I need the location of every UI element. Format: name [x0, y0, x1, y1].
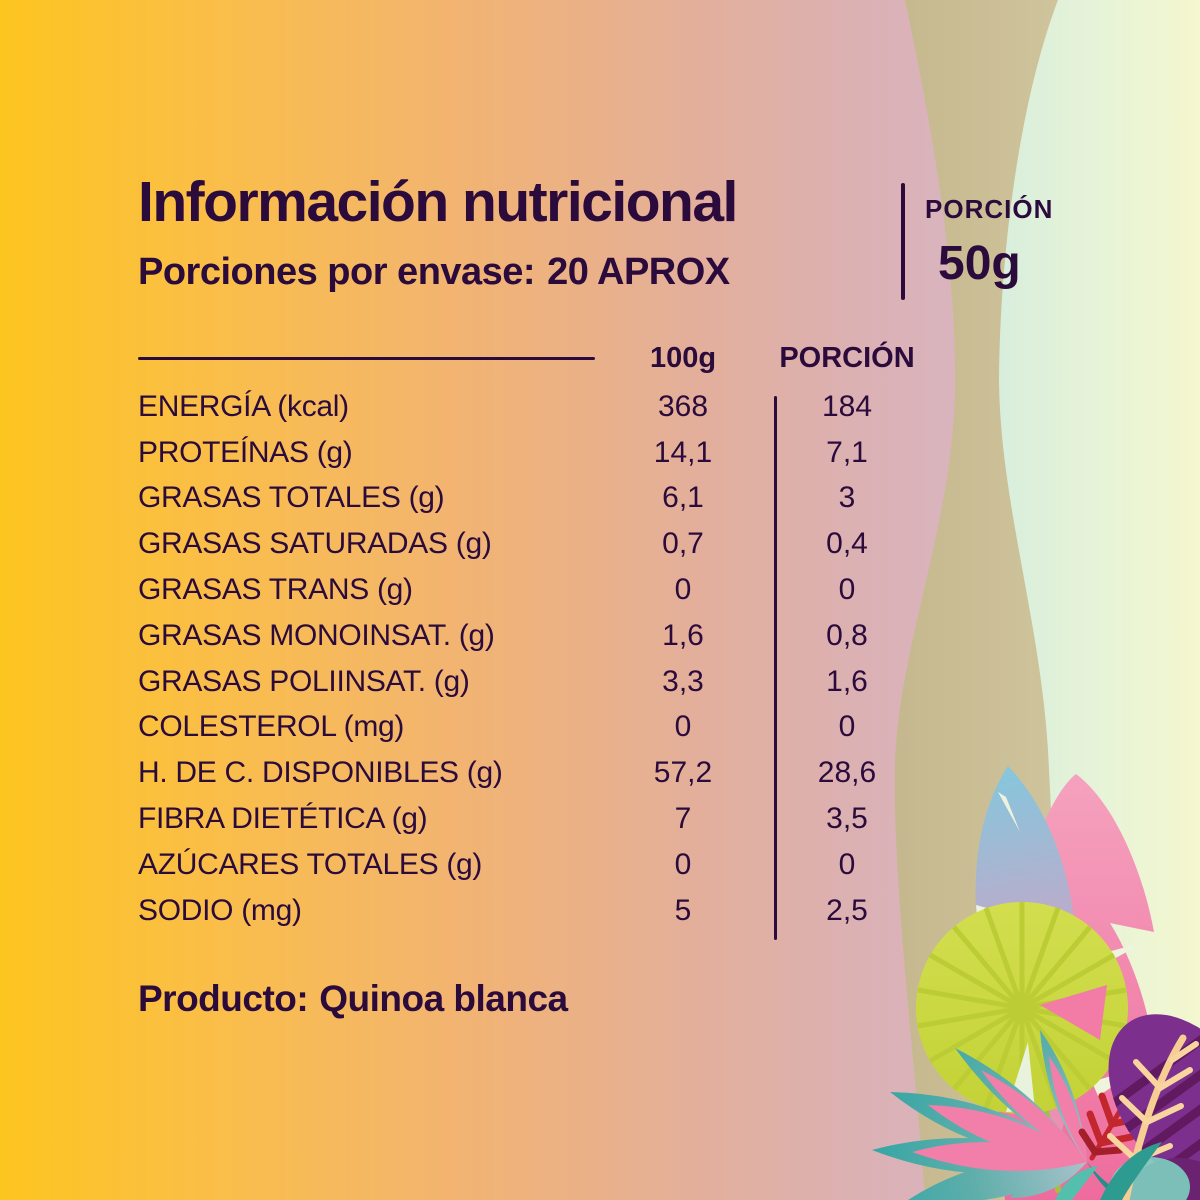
row-value-100g: 6,1: [662, 481, 704, 515]
row-value-100g: 5: [674, 893, 692, 927]
mint-wave-panel: [999, 0, 1200, 1200]
table-row: H. DE C. DISPONIBLES (g) 57,2 28,6: [138, 750, 928, 796]
row-label: AZÚCARES TOTALES (g): [138, 847, 483, 881]
header-rule: [138, 356, 595, 360]
row-label: GRASAS TRANS (g): [138, 573, 413, 607]
table-row: PROTEÍNAS (g) 14,1 7,1: [138, 430, 928, 476]
table-row: SODIO (mg) 5 2,5: [138, 888, 928, 934]
tropical-leaves-decoration: [872, 766, 1200, 1200]
table-row: GRASAS MONOINSAT. (g) 1,6 0,8: [138, 613, 928, 659]
row-value-portion: 0: [838, 847, 856, 881]
product-label: Producto:: [138, 978, 309, 1019]
teal-pink-fern-icon: [872, 1030, 1130, 1200]
table-row: COLESTEROL (mg) 0 0: [138, 705, 928, 751]
row-label: GRASAS MONOINSAT. (g): [138, 618, 495, 652]
row-value-portion: 0,8: [826, 618, 868, 652]
table-row: FIBRA DIETÉTICA (g) 7 3,5: [138, 796, 928, 842]
column-header-portion: PORCIÓN: [779, 341, 915, 374]
row-value-100g: 14,1: [653, 435, 713, 469]
page-title: Información nutricional: [138, 170, 738, 234]
servings-line: Porciones por envase: 20 APROX: [138, 251, 730, 294]
row-value-portion: 2,5: [826, 893, 868, 927]
row-value-portion: 0,4: [826, 527, 868, 561]
row-value-100g: 0,7: [662, 527, 704, 561]
row-value-100g: 368: [657, 389, 709, 423]
row-label: GRASAS SATURADAS (g): [138, 527, 492, 561]
servings-label: Porciones por envase:: [138, 251, 536, 293]
teal-accent-leaf-icon: [1100, 1142, 1162, 1200]
column-divider-line: [774, 396, 777, 940]
row-label: COLESTEROL (mg): [138, 710, 405, 744]
row-value-portion: 3: [838, 481, 856, 515]
row-value-portion: 28,6: [817, 756, 877, 790]
row-value-100g: 1,6: [662, 618, 704, 652]
product-value: Quinoa blanca: [319, 978, 568, 1019]
nutrition-table: 100g PORCIÓN ENERGÍA (kcal) 368 184 PROT…: [138, 332, 928, 940]
row-value-100g: 3,3: [662, 664, 704, 698]
row-value-portion: 0: [838, 710, 856, 744]
teal-accent-leaf-icon: [1055, 1166, 1098, 1200]
product-line: Producto: Quinoa blanca: [138, 978, 568, 1020]
row-label: GRASAS POLIINSAT. (g): [138, 664, 470, 698]
table-header-row: 100g PORCIÓN: [138, 332, 928, 384]
row-label: PROTEÍNAS (g): [138, 435, 353, 469]
row-label: ENERGÍA (kcal): [138, 389, 349, 423]
row-label: SODIO (mg): [138, 893, 302, 927]
table-row: GRASAS SATURADAS (g) 0,7 0,4: [138, 521, 928, 567]
row-value-portion: 7,1: [826, 435, 868, 469]
portion-box-value: 50g: [938, 237, 1021, 290]
row-value-100g: 0: [674, 847, 692, 881]
column-header-100g: 100g: [649, 341, 717, 374]
portion-box-label: PORCIÓN: [925, 194, 1054, 224]
row-value-portion: 3,5: [826, 802, 868, 836]
row-label: FIBRA DIETÉTICA (g): [138, 802, 428, 836]
row-label: H. DE C. DISPONIBLES (g): [138, 756, 503, 790]
row-value-100g: 57,2: [653, 756, 713, 790]
row-value-100g: 7: [674, 802, 692, 836]
servings-value: 20 APROX: [547, 251, 730, 293]
portion-divider-line: [901, 183, 905, 300]
table-row: AZÚCARES TOTALES (g) 0 0: [138, 842, 928, 888]
row-value-portion: 184: [821, 389, 873, 423]
table-row: GRASAS POLIINSAT. (g) 3,3 1,6: [138, 659, 928, 705]
row-label: GRASAS TOTALES (g): [138, 481, 445, 515]
row-value-portion: 0: [838, 573, 856, 607]
row-value-100g: 0: [674, 710, 692, 744]
row-value-100g: 0: [674, 573, 692, 607]
table-row: GRASAS TRANS (g) 0 0: [138, 567, 928, 613]
table-row: GRASAS TOTALES (g) 6,1 3: [138, 476, 928, 522]
table-row: ENERGÍA (kcal) 368 184: [138, 384, 928, 430]
row-value-portion: 1,6: [826, 664, 868, 698]
